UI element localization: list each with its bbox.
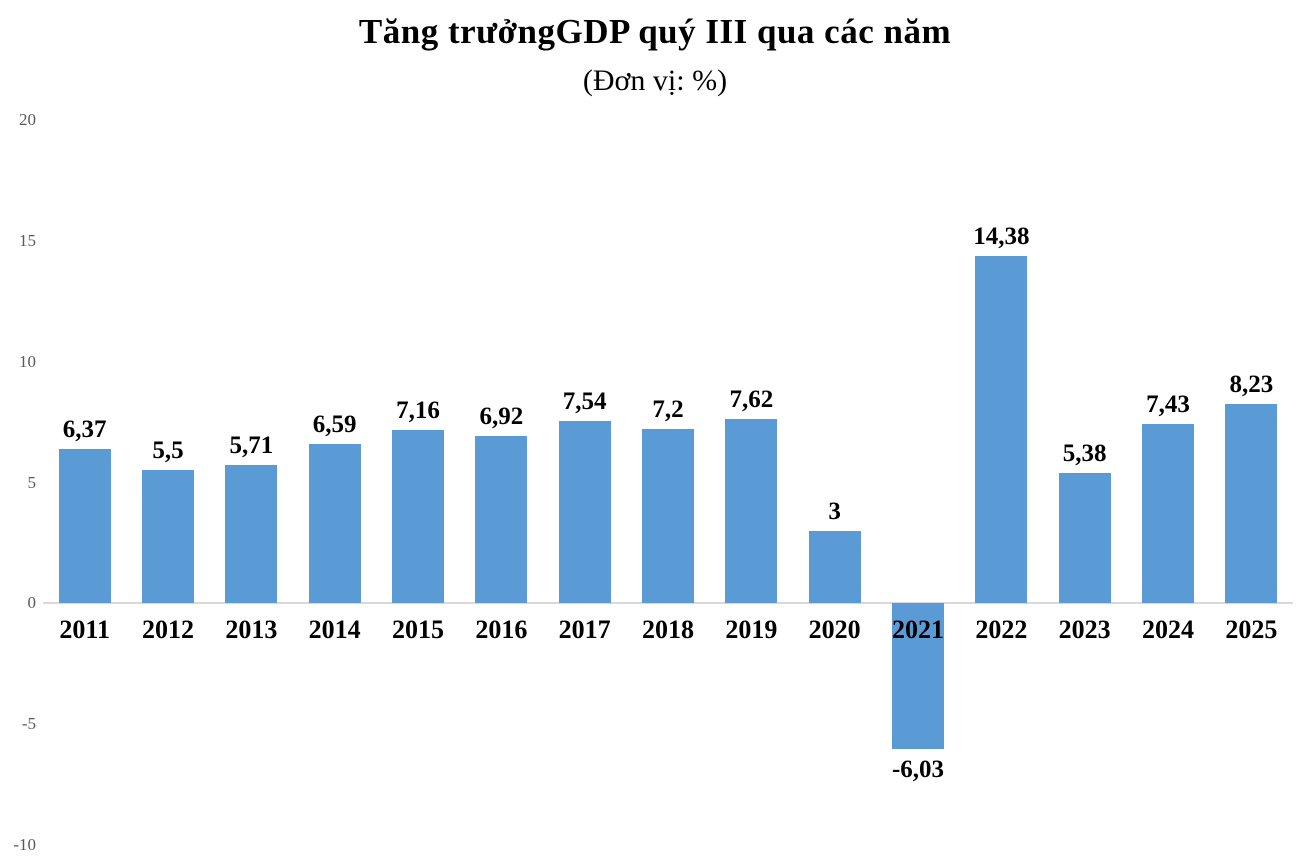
y-tick-5: 5 xyxy=(27,472,37,492)
y-tick-20: 20 xyxy=(19,110,36,129)
bar-value-label-2019: 7,62 xyxy=(729,386,774,414)
bar-2019 xyxy=(725,419,778,604)
bar-2013 xyxy=(225,465,278,604)
x-tick-2017: 2017 xyxy=(558,615,611,645)
bar-value-label-2020: 3 xyxy=(828,497,841,525)
y-tick--10: -10 xyxy=(13,835,36,854)
chart-subtitle: (Đơn vị: %) xyxy=(582,64,728,97)
x-tick-2024: 2024 xyxy=(1142,615,1194,645)
bar-2023 xyxy=(1058,473,1111,604)
bar-value-label-2017: 7,54 xyxy=(562,388,607,416)
bar-2012 xyxy=(142,470,194,604)
bar-value-label-2011: 6,37 xyxy=(62,416,107,444)
x-tick-2013: 2013 xyxy=(225,615,278,645)
y-tick-0: 0 xyxy=(27,593,37,613)
bar-2018 xyxy=(642,429,694,604)
chart-title: Tăng trưởngGDP quý III qua các năm xyxy=(358,12,952,51)
y-tick--5: -5 xyxy=(21,714,36,734)
x-tick-2022: 2022 xyxy=(975,615,1028,645)
x-tick-2015: 2015 xyxy=(392,615,444,645)
bar-value-label-2021: -6,03 xyxy=(891,756,945,784)
bar-2016 xyxy=(475,436,528,604)
x-tick-2021: 2021 xyxy=(892,615,944,645)
x-tick-2019: 2019 xyxy=(725,615,778,645)
y-tick-10: 10 xyxy=(19,351,36,371)
bar-value-label-2013: 5,71 xyxy=(229,432,274,460)
x-tick-2020: 2020 xyxy=(808,615,861,645)
x-tick-2023: 2023 xyxy=(1058,615,1111,645)
y-axis: 20 15 10 5 0 -5 -10 xyxy=(0,110,37,854)
x-tick-2014: 2014 xyxy=(308,615,361,645)
bar-value-label-2015: 7,16 xyxy=(396,397,440,425)
bar-2017 xyxy=(558,421,611,604)
x-tick-2018: 2018 xyxy=(642,615,694,645)
bar-value-label-2023: 5,38 xyxy=(1062,440,1107,468)
x-tick-2011: 2011 xyxy=(59,615,110,645)
plot-area: 6,37 2011 5,5 2012 5,71 2013 6,59 2014 7,16 2015 6… xyxy=(43,120,1293,845)
x-tick-2025: 2025 xyxy=(1225,615,1278,645)
y-tick-15: 15 xyxy=(19,230,36,250)
x-tick-2016: 2016 xyxy=(475,615,528,645)
bar-2025 xyxy=(1225,404,1278,604)
bar-value-label-2016: 6,92 xyxy=(479,403,524,431)
bar-2021 xyxy=(892,603,944,750)
bar-value-label-2025: 8,23 xyxy=(1229,371,1274,399)
x-axis-line xyxy=(43,602,1293,605)
bar-2014 xyxy=(308,444,361,604)
bar-value-label-2014: 6,59 xyxy=(312,411,357,439)
bar-2015 xyxy=(392,430,444,604)
bar-2022 xyxy=(975,255,1028,604)
bar-2020 xyxy=(808,530,861,604)
bar-value-label-2018: 7,2 xyxy=(652,396,684,424)
bar-2024 xyxy=(1142,423,1194,604)
bar-value-label-2022: 14,38 xyxy=(973,222,1030,250)
bar-2011 xyxy=(58,449,111,604)
bar-value-label-2012: 5,5 xyxy=(152,437,184,465)
bar-value-label-2024: 7,43 xyxy=(1146,390,1190,418)
x-tick-2012: 2012 xyxy=(142,615,194,645)
